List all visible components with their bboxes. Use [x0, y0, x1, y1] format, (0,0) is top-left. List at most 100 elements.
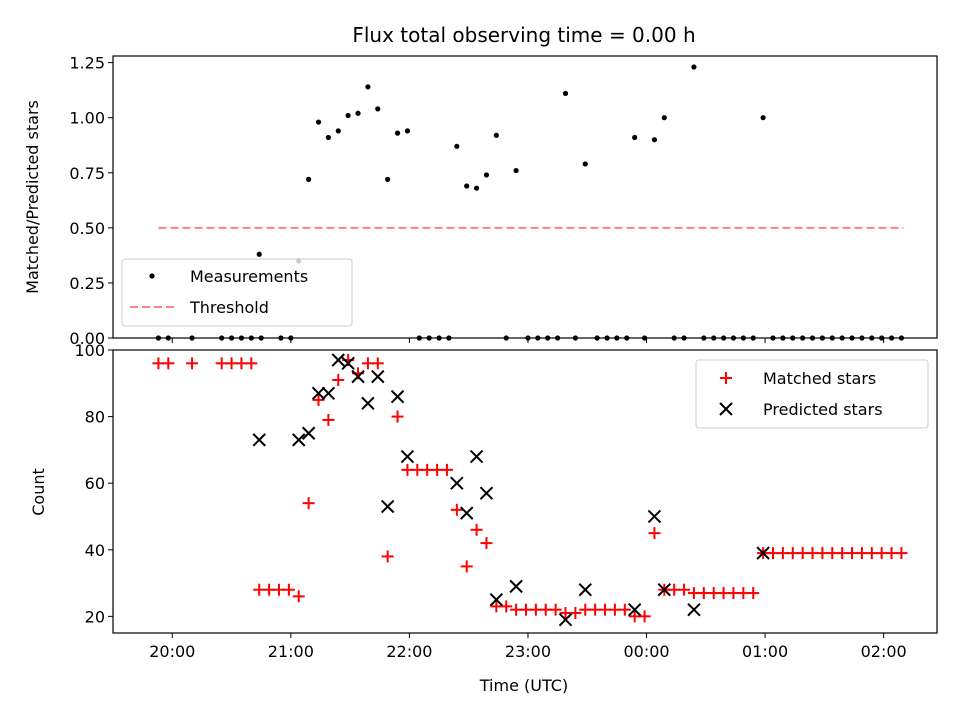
x-tick-label: 20:00: [149, 642, 195, 661]
measurement-point: [555, 335, 561, 341]
measurement-point: [604, 335, 610, 341]
matched-star-point: [648, 527, 661, 540]
top-y-tick-label: 0.00: [69, 329, 105, 348]
top-y-tick-label: 1.25: [69, 54, 105, 73]
predicted-star-point: [361, 396, 375, 410]
bottom-legend-box: [695, 359, 929, 429]
matched-star-point: [245, 357, 258, 370]
top-legend-dot-marker: [149, 273, 155, 279]
measurement-point: [365, 84, 371, 90]
measurement-point: [219, 335, 225, 341]
predicted-star-point: [341, 356, 355, 371]
measurement-point: [661, 115, 667, 121]
predicted-star-point: [331, 353, 345, 367]
top-y-tick-label: 0.75: [69, 164, 105, 183]
bottom-y-tick-label: 100: [74, 341, 105, 360]
measurement-point: [315, 119, 322, 125]
measurement-point: [879, 335, 885, 341]
measurement-point: [869, 335, 875, 341]
top-axes-frame: [112, 55, 938, 339]
x-tick-label: 21:00: [268, 642, 314, 661]
top-y-tick-label: 1.00: [69, 109, 105, 128]
measurement-point: [770, 335, 776, 341]
matched-star-point: [371, 357, 384, 370]
top-y-tick-label: 0.25: [69, 274, 105, 293]
predicted-star-point: [657, 583, 672, 597]
predicted-star-point: [479, 486, 494, 500]
predicted-star-point: [756, 546, 770, 560]
predicted-star-point: [400, 449, 415, 464]
matched-star-point: [381, 550, 394, 563]
measurement-point: [641, 335, 648, 341]
predicted-star-point: [469, 449, 484, 464]
measurement-point: [760, 115, 766, 121]
measurement-point: [385, 176, 391, 182]
measurement-point: [829, 335, 835, 341]
x-tick-label: 02:00: [861, 642, 907, 661]
predicted-star-point: [292, 433, 306, 447]
measurement-point: [525, 335, 531, 341]
matched-star-point: [440, 463, 453, 476]
predicted-star-point: [578, 583, 592, 597]
bottom-y-tick-label: 40: [85, 541, 105, 560]
measurement-point: [800, 335, 806, 341]
x-axis-label: Time (UTC): [479, 676, 568, 695]
matched-star-point: [312, 393, 325, 406]
bottom-y-ticks: 20 40 60 80 100: [74, 341, 113, 626]
bottom-legend-predicted-label: Predicted stars: [763, 400, 883, 419]
predicted-star-point: [380, 499, 395, 514]
bottom-axes-frame: [112, 349, 938, 634]
measurement-point: [464, 183, 470, 189]
measurement-point: [513, 167, 519, 174]
predicted-star-point: [627, 602, 642, 617]
predicted-star-point: [351, 369, 365, 384]
measurement-point: [278, 335, 284, 341]
matched-star-point: [302, 497, 315, 510]
top-y-tick-label: 0.50: [69, 219, 105, 238]
matched-star-point: [460, 560, 473, 573]
matched-star-point: [391, 410, 404, 423]
matched-star-point: [569, 607, 582, 620]
measurement-point: [335, 128, 341, 134]
measurement-point: [819, 335, 825, 341]
predicted-star-point: [558, 612, 573, 627]
measurement-point: [248, 335, 254, 341]
measurement-point: [839, 335, 845, 341]
matched-star-point: [322, 413, 335, 426]
matched-star-point: [500, 600, 513, 613]
predicted-star-point: [390, 389, 405, 404]
measurement-point: [594, 335, 600, 341]
measurement-point: [730, 335, 737, 341]
measurement-point: [545, 335, 551, 341]
measurement-point: [562, 90, 569, 97]
matched-star-point: [480, 537, 493, 550]
measurement-point: [394, 130, 401, 136]
predicted-star-point: [460, 506, 474, 520]
matched-star-point: [747, 587, 760, 600]
bottom-legend-matched-label: Matched stars: [763, 369, 876, 388]
predicted-star-point: [301, 426, 316, 440]
measurement-point: [535, 335, 541, 341]
bottom-legend-plus-marker: [720, 372, 732, 384]
measurement-point: [454, 143, 460, 149]
x-tick-label: 01:00: [742, 642, 788, 661]
measurement-point: [189, 335, 195, 341]
measurement-point: [671, 335, 677, 341]
measurement-point: [849, 335, 855, 341]
measurement-point: [355, 110, 361, 116]
bottom-y-axis-label: Count: [29, 468, 48, 516]
x-tick-label: 00:00: [623, 642, 669, 661]
measurement-point: [691, 64, 697, 70]
predicted-star-point: [489, 592, 504, 607]
bottom-y-tick-label: 20: [85, 607, 105, 626]
measurement-point: [614, 335, 620, 341]
measurement-point: [446, 335, 452, 341]
matched-star-point: [678, 583, 691, 596]
measurement-point: [888, 335, 895, 341]
measurement-point: [780, 335, 786, 341]
measurement-points: [155, 64, 905, 341]
x-tick-label: 22:00: [386, 642, 432, 661]
predicted-star-point: [321, 386, 336, 400]
predicted-star-point: [509, 579, 523, 594]
